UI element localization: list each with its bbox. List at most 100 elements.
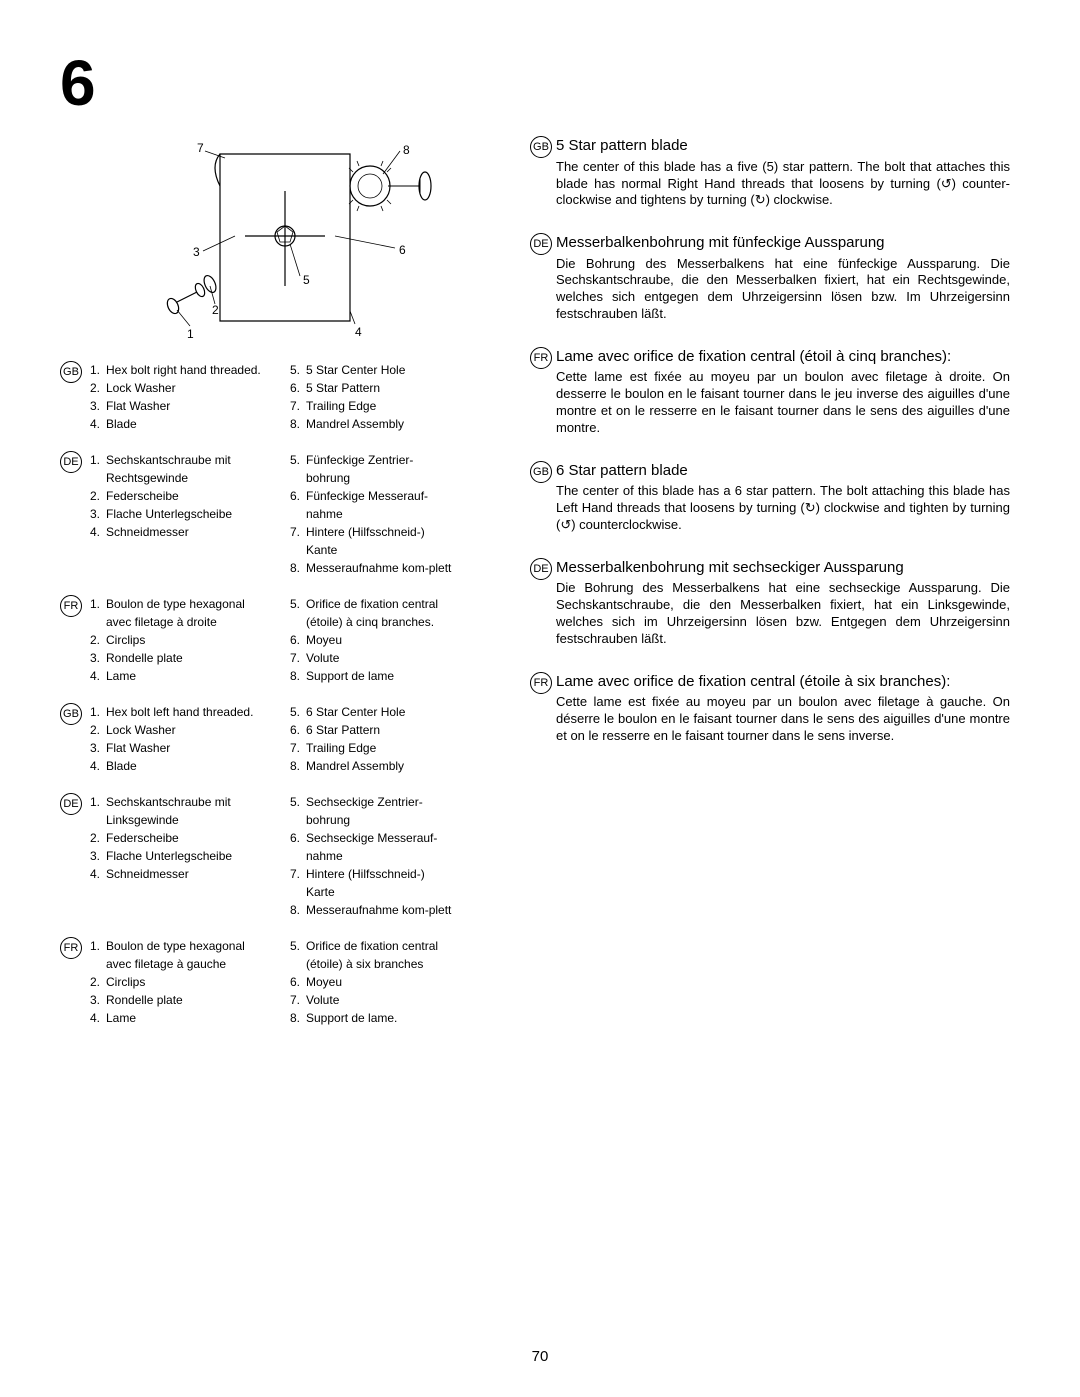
- item-number: 3.: [86, 847, 100, 865]
- parts-col: 5.Sechseckige Zentrier-bohrung6.Sechseck…: [286, 793, 456, 919]
- item-number: 8.: [286, 1009, 300, 1027]
- item-number: 6.: [286, 379, 300, 397]
- item-text: Mandrel Assembly: [306, 415, 404, 433]
- item-number: 2.: [86, 973, 100, 991]
- left-column: 7 8 3 6 5 2 1 4 GB1.Hex bolt right hand …: [60, 136, 500, 1045]
- item-text: Flache Unterlegscheibe: [106, 505, 232, 523]
- section: DEMesserbalkenbohrung mit fünfeckige Aus…: [530, 233, 1010, 323]
- item-text: Volute: [306, 649, 339, 667]
- lang-badge: FR: [530, 672, 552, 694]
- parts-item: 1. Hex bolt left hand threaded.: [86, 703, 266, 721]
- item-text: Circlips: [106, 973, 145, 991]
- parts-col: 5.Fünfeckige Zentrier-bohrung6.Fünfeckig…: [286, 451, 456, 577]
- parts-item: 5.Orifice de fixation central (étoile) à…: [286, 595, 456, 631]
- parts-item: 2. Circlips: [86, 973, 266, 991]
- section: GB5 Star pattern bladeThe center of this…: [530, 136, 1010, 209]
- parts-item: 7.Hintere (Hilfsschneid-) Karte: [286, 865, 456, 901]
- parts-item: 2.Circlips: [86, 631, 266, 649]
- item-text: Circlips: [106, 631, 145, 649]
- parts-item: 2.Lock Washer: [86, 379, 266, 397]
- parts-item: 7.Hintere (Hilfsschneid-) Kante: [286, 523, 456, 559]
- lang-badge: GB: [530, 136, 552, 158]
- item-text: Moyeu: [306, 631, 342, 649]
- item-number: 1.: [86, 595, 100, 631]
- parts-item: 8.Mandrel Assembly: [286, 757, 456, 775]
- lang-badge: FR: [60, 595, 82, 617]
- item-number: 7.: [286, 865, 300, 901]
- page-content: 7 8 3 6 5 2 1 4 GB1.Hex bolt right hand …: [60, 136, 1020, 1045]
- parts-col: 1.Sechskantschraube mit Rechtsgewinde2.F…: [86, 451, 266, 577]
- section-text: Die Bohrung des Messerbalkens hat eine f…: [556, 256, 1010, 324]
- parts-item: 1.Boulon de type hexagonal avec filetage…: [86, 937, 266, 973]
- diagram-svg: [125, 136, 435, 346]
- parts-item: 4.Blade: [86, 415, 266, 433]
- parts-col: 1.Sechskantschraube mit Linksgewinde2.Fe…: [86, 793, 266, 919]
- parts-col: 1.Boulon de type hexagonal avec filetage…: [86, 937, 266, 1027]
- page-number: 70: [0, 1347, 1080, 1367]
- item-number: 4.: [86, 415, 100, 433]
- item-text: Boulon de type hexagonal avec filetage à…: [106, 937, 266, 973]
- lang-badge: FR: [60, 937, 82, 959]
- callout-7: 7: [197, 140, 204, 156]
- item-number: 6.: [286, 631, 300, 649]
- item-text: 5 Star Pattern: [306, 379, 380, 397]
- item-text: Schneidmesser: [106, 865, 189, 883]
- item-text: Lame: [106, 1009, 136, 1027]
- item-text: Flat Washer: [106, 397, 170, 415]
- parts-item: 6. Moyeu: [286, 631, 456, 649]
- callout-3: 3: [193, 244, 200, 260]
- lang-badge: DE: [530, 233, 552, 255]
- callout-2: 2: [212, 302, 219, 318]
- lang-badge: DE: [530, 558, 552, 580]
- parts-item: 4. Lame: [86, 1009, 266, 1027]
- parts-col: 1.Hex bolt right hand threaded.2.Lock Wa…: [86, 361, 266, 433]
- parts-col: 5.Orifice de fixation central (étoile) à…: [286, 937, 456, 1027]
- item-number: 1.: [86, 793, 100, 829]
- lang-badge: GB: [60, 703, 82, 725]
- parts-item: 3.Flache Unterlegscheibe: [86, 505, 266, 523]
- item-number: 4.: [86, 1009, 100, 1027]
- item-text: Support de lame: [306, 667, 394, 685]
- item-number: 5.: [286, 793, 300, 829]
- blade-diagram: 7 8 3 6 5 2 1 4: [125, 136, 435, 346]
- section-title: Messerbalkenbohrung mit fünfeckige Aussp…: [556, 233, 1010, 253]
- parts-group: DE1.Sechskantschraube mit Rechtsgewinde2…: [60, 451, 500, 577]
- item-number: 6.: [286, 829, 300, 865]
- parts-item: 4. Schneidmesser: [86, 865, 266, 883]
- parts-item: 1.Sechskantschraube mit Linksgewinde: [86, 793, 266, 829]
- parts-group: GB1.Hex bolt right hand threaded.2.Lock …: [60, 361, 500, 433]
- item-text: Orifice de fixation central (étoile) à c…: [306, 595, 456, 631]
- item-text: Moyeu: [306, 973, 342, 991]
- item-number: 1.: [86, 703, 100, 721]
- parts-item: 8.Messeraufnahme kom-plett: [286, 559, 456, 577]
- item-number: 7.: [286, 649, 300, 667]
- parts-item: 6.Fünfeckige Messerauf-nahme: [286, 487, 456, 523]
- item-number: 3.: [86, 397, 100, 415]
- parts-item: 3.Flat Washer: [86, 739, 266, 757]
- parts-item: 3.Rondelle plate: [86, 991, 266, 1009]
- section: DEMesserbalkenbohrung mit sechseckiger A…: [530, 558, 1010, 648]
- parts-group: FR1.Boulon de type hexagonal avec fileta…: [60, 937, 500, 1027]
- callout-8: 8: [403, 142, 410, 158]
- parts-col: 1.Boulon de type hexagonal avec filetage…: [86, 595, 266, 685]
- section: GB6 Star pattern bladeThe center of this…: [530, 461, 1010, 534]
- lang-badge: DE: [60, 793, 82, 815]
- item-number: 7.: [286, 991, 300, 1009]
- item-text: Fünfeckige Zentrier-bohrung: [306, 451, 456, 487]
- item-text: Boulon de type hexagonal avec filetage à…: [106, 595, 266, 631]
- item-number: 6.: [286, 721, 300, 739]
- section-title: Lame avec orifice de fixation central (é…: [556, 672, 1010, 692]
- item-text: Hex bolt left hand threaded.: [106, 703, 253, 721]
- item-number: 1.: [86, 361, 100, 379]
- item-number: 1.: [86, 937, 100, 973]
- item-text: Hintere (Hilfsschneid-) Kante: [306, 523, 456, 559]
- item-number: 4.: [86, 865, 100, 883]
- item-number: 4.: [86, 667, 100, 685]
- item-text: Rondelle plate: [106, 991, 183, 1009]
- parts-item: 5.5 Star Center Hole: [286, 361, 456, 379]
- lang-badge: DE: [60, 451, 82, 473]
- section-title: Messerbalkenbohrung mit sechseckiger Aus…: [556, 558, 1010, 578]
- section-title: Lame avec orifice de fixation central (é…: [556, 347, 1010, 367]
- item-number: 1.: [86, 451, 100, 487]
- item-number: 5.: [286, 595, 300, 631]
